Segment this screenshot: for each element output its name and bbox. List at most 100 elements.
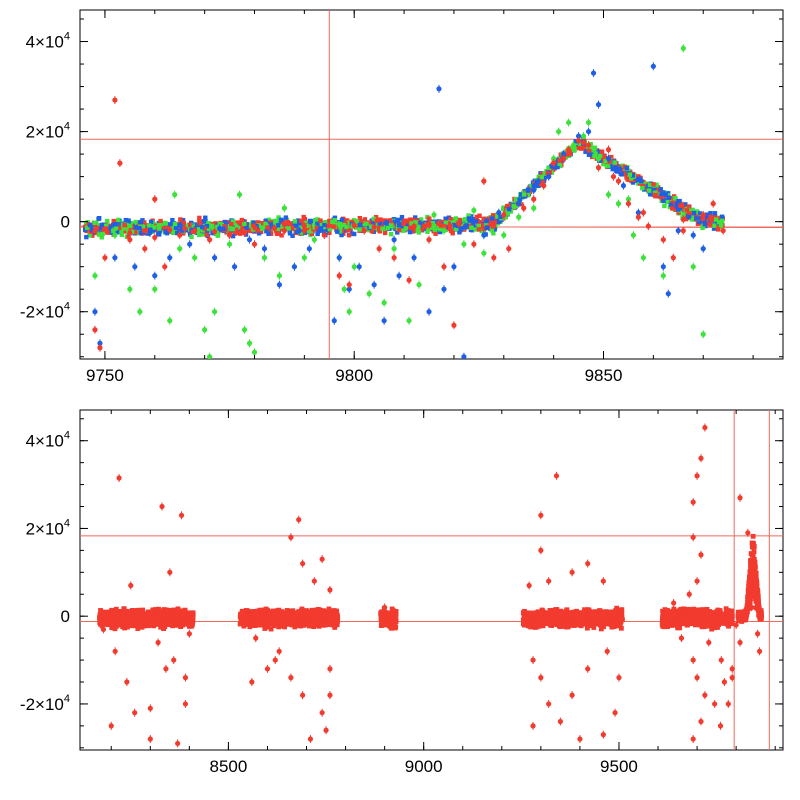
top-dense-point: [672, 204, 677, 209]
top-dense-point: [126, 218, 131, 223]
top-dense-point: [447, 223, 453, 228]
top-dense-point: [661, 198, 666, 204]
bot-dense-point: [106, 617, 112, 623]
top-plot-frame: [79, 9, 784, 360]
top-dense-point: [256, 231, 262, 236]
top-dense-point: [431, 223, 436, 229]
top-dense-point: [202, 223, 207, 229]
top-dense-point: [141, 228, 147, 233]
top-dense-point: [491, 231, 496, 236]
top-dense-point: [341, 222, 347, 228]
top-dense-point: [629, 176, 634, 181]
top-dense-point: [335, 222, 341, 227]
top-point-green: [625, 196, 632, 202]
top-dense-point: [170, 225, 175, 231]
top-point-blue: [212, 255, 218, 261]
top-point-green: [585, 119, 592, 126]
bottom-plot-frame: [79, 409, 784, 751]
bot-dense-point: [332, 625, 338, 630]
bot-dense-point: [255, 620, 260, 626]
top-dense-point: [636, 174, 641, 179]
top-dense-point: [122, 226, 127, 231]
top-point-red: [575, 137, 582, 144]
top-dense-point: [525, 193, 531, 198]
top-dense-point: [122, 222, 127, 228]
bot-dense-point: [163, 607, 169, 613]
top-dense-point: [719, 214, 725, 219]
top-dense-point: [178, 217, 183, 222]
bot-dense-point: [300, 617, 306, 623]
top-dense-point: [239, 228, 244, 234]
top-dense-point: [205, 228, 211, 233]
top-dense-point: [238, 220, 243, 225]
top-point-blue: [426, 309, 432, 315]
top-dense-point: [649, 187, 655, 192]
top-dense-point: [327, 218, 332, 224]
top-dense-point: [586, 152, 592, 158]
top-point-red: [710, 201, 716, 207]
bot-dense-point: [385, 617, 391, 623]
bot-dense-point: [186, 623, 192, 629]
top-point-red: [595, 165, 602, 171]
top-dense-point: [230, 233, 236, 239]
top-point-red: [640, 210, 646, 216]
top-point-blue: [605, 156, 612, 162]
top-dense-point: [513, 197, 519, 202]
top-dense-point: [578, 141, 583, 146]
top-point-green: [192, 255, 198, 261]
top-dense-point: [464, 223, 469, 228]
top-dense-point: [375, 225, 381, 231]
top-point-red: [680, 228, 686, 234]
bot-dense-point: [143, 615, 149, 620]
bot-dense-point: [381, 612, 386, 618]
top-point-blue: [531, 187, 537, 193]
bot-dense-point: [314, 619, 320, 625]
top-dense-point: [260, 220, 266, 226]
top-dense-point: [123, 217, 129, 223]
top-dense-point: [466, 224, 472, 229]
top-dense-point: [319, 221, 324, 227]
top-dense-point: [173, 225, 179, 231]
top-point-green: [236, 192, 243, 198]
top-dense-point: [618, 171, 624, 176]
top-point-blue: [217, 225, 223, 232]
bot-dense-point: [112, 626, 118, 632]
bot-dense-point: [299, 606, 305, 612]
top-ytick-label: -2×104: [20, 301, 70, 322]
top-point-red: [177, 232, 183, 238]
top-dense-point: [321, 227, 326, 232]
top-dense-point: [482, 226, 487, 231]
top-dense-point: [555, 164, 560, 170]
top-dense-point: [123, 229, 128, 234]
top-dense-point: [265, 225, 270, 230]
bot-dense-point: [166, 622, 172, 627]
bot-dense-point: [141, 623, 146, 629]
bot-dense-point: [97, 614, 102, 620]
top-dense-point: [552, 165, 558, 170]
top-dense-point: [640, 183, 646, 189]
bot-dense-point: [158, 624, 164, 630]
top-point-green: [341, 286, 347, 292]
top-dense-point: [436, 221, 441, 227]
top-dense-point: [469, 225, 474, 230]
top-dense-point: [479, 228, 484, 234]
bot-dense-point: [134, 608, 139, 614]
top-point-red: [531, 196, 537, 202]
top-dense-point: [92, 220, 97, 225]
top-dense-point: [254, 220, 260, 225]
top-point-red: [142, 246, 148, 252]
bot-dense-point: [333, 610, 339, 616]
top-dense-point: [174, 230, 180, 236]
top-dense-point: [315, 231, 320, 237]
top-dense-point: [251, 220, 256, 225]
bot-dense-point: [107, 612, 113, 618]
top-dense-point: [278, 217, 284, 223]
top-dense-point: [583, 149, 588, 154]
bot-dense-point: [187, 618, 193, 624]
bot-dense-point: [383, 610, 389, 616]
top-point-blue: [316, 228, 322, 234]
top-point-red: [566, 147, 572, 153]
top-point-blue: [97, 340, 103, 346]
top-dense-point: [476, 223, 482, 229]
top-dense-point: [613, 165, 618, 170]
